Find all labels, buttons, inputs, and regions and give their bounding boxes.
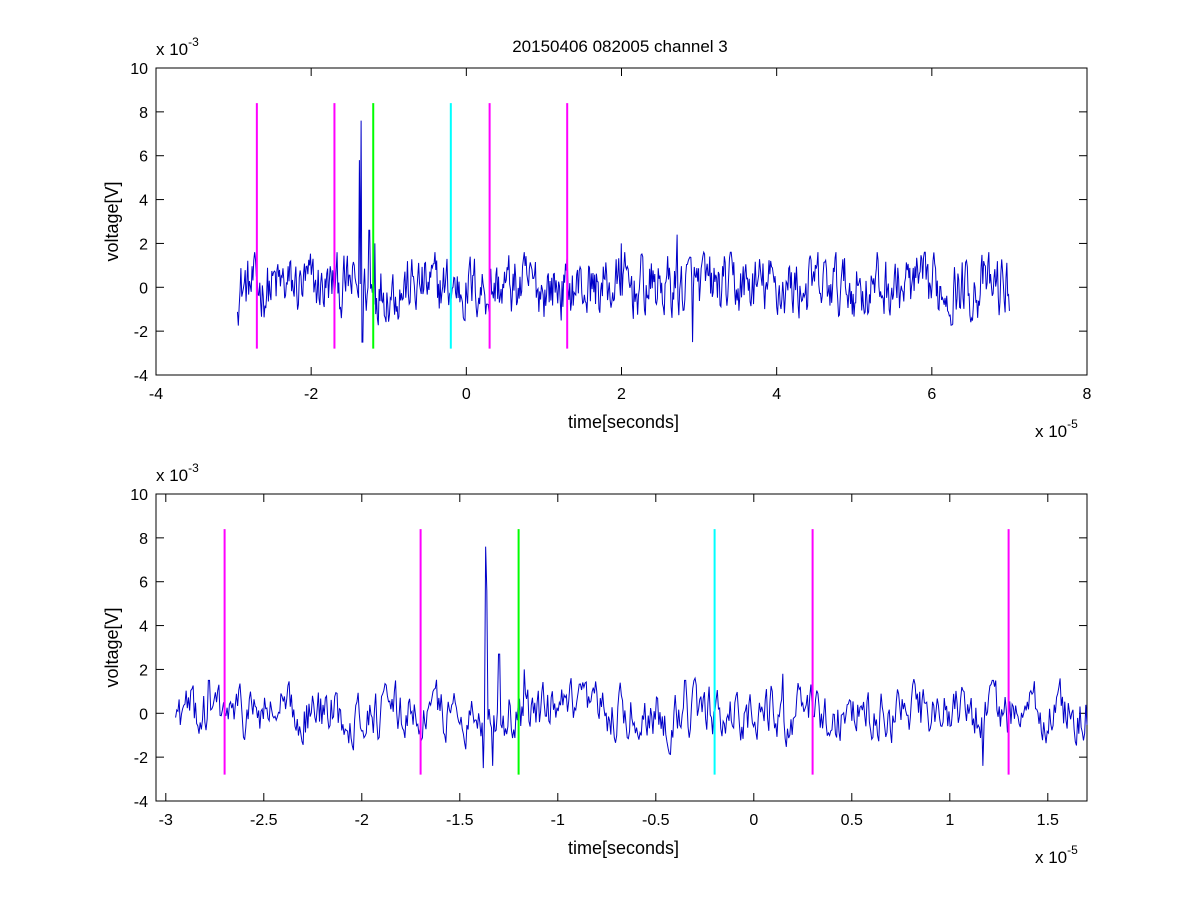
y-axis-label: voltage[V] bbox=[102, 607, 122, 687]
x-exponent: x 10-5 bbox=[1035, 417, 1078, 441]
axes-box bbox=[155, 493, 1088, 802]
y-exponent: x 10-3 bbox=[156, 35, 199, 59]
x-exponent-base: x 10 bbox=[1035, 848, 1067, 867]
y-tick-label: -4 bbox=[134, 368, 148, 385]
y-tick-label: -4 bbox=[134, 794, 148, 811]
x-tick-label: -1 bbox=[551, 812, 565, 829]
y-tick-label: 4 bbox=[139, 619, 148, 636]
y-tick-label: 10 bbox=[130, 487, 148, 504]
y-tick-label: -2 bbox=[134, 750, 148, 767]
y-tick-label: 10 bbox=[130, 61, 148, 78]
x-tick-label: 0 bbox=[749, 812, 758, 829]
top-plot: -4 -2 0 2 4 6 8 -4 -2 0 2 4 6 8 10 time[seconds] voltage… bbox=[102, 35, 1092, 441]
x-tick-label: 8 bbox=[1083, 386, 1092, 403]
y-tick-label: 0 bbox=[139, 280, 148, 297]
x-tick-label: -4 bbox=[149, 386, 163, 403]
y-tick-label: 2 bbox=[139, 662, 148, 679]
x-tick-label: 0.5 bbox=[841, 812, 863, 829]
x-axis-label: time[seconds] bbox=[568, 412, 679, 432]
y-tick-label: 8 bbox=[139, 105, 148, 122]
x-tick-label: 4 bbox=[772, 386, 781, 403]
y-tick-label: 6 bbox=[139, 575, 148, 592]
y-exponent-power: -3 bbox=[188, 35, 199, 49]
x-tick-label: -1.5 bbox=[446, 812, 474, 829]
x-tick-label: 1.5 bbox=[1037, 812, 1059, 829]
y-exponent-power: -3 bbox=[188, 461, 199, 475]
x-tick-label: 0 bbox=[462, 386, 471, 403]
x-exponent-base: x 10 bbox=[1035, 422, 1067, 441]
x-axis-label: time[seconds] bbox=[568, 838, 679, 858]
y-axis-label: voltage[V] bbox=[102, 181, 122, 261]
x-exponent-power: -5 bbox=[1067, 417, 1078, 431]
y-tick-label: 4 bbox=[139, 193, 148, 210]
x-tick-label: -0.5 bbox=[642, 812, 670, 829]
x-tick-label: 6 bbox=[927, 386, 936, 403]
x-tick-label: -3 bbox=[159, 812, 173, 829]
signal-trace bbox=[175, 546, 1088, 769]
x-tick-label: 2 bbox=[617, 386, 626, 403]
y-tick-label: 2 bbox=[139, 236, 148, 253]
y-exponent-base: x 10 bbox=[156, 40, 188, 59]
y-exponent: x 10-3 bbox=[156, 461, 199, 485]
axes-box bbox=[155, 67, 1088, 376]
y-tick-label: 8 bbox=[139, 531, 148, 548]
x-tick-label: -2 bbox=[355, 812, 369, 829]
x-tick-label: -2.5 bbox=[250, 812, 278, 829]
x-tick-label: 1 bbox=[945, 812, 954, 829]
y-tick-label: 0 bbox=[139, 706, 148, 723]
y-tick-label: 6 bbox=[139, 149, 148, 166]
y-tick-label: -2 bbox=[134, 324, 148, 341]
x-exponent-power: -5 bbox=[1067, 843, 1078, 857]
y-exponent-base: x 10 bbox=[156, 466, 188, 485]
signal-trace bbox=[236, 120, 1010, 343]
x-exponent: x 10-5 bbox=[1035, 843, 1078, 867]
bottom-plot: -3 -2.5 -2 -1.5 -1 -0.5 0 0.5 1 1.5 -4 -2 0 2 4 6 8 10 tim… bbox=[102, 461, 1088, 867]
figure-title: 20150406 082005 channel 3 bbox=[512, 37, 728, 56]
x-tick-label: -2 bbox=[304, 386, 318, 403]
